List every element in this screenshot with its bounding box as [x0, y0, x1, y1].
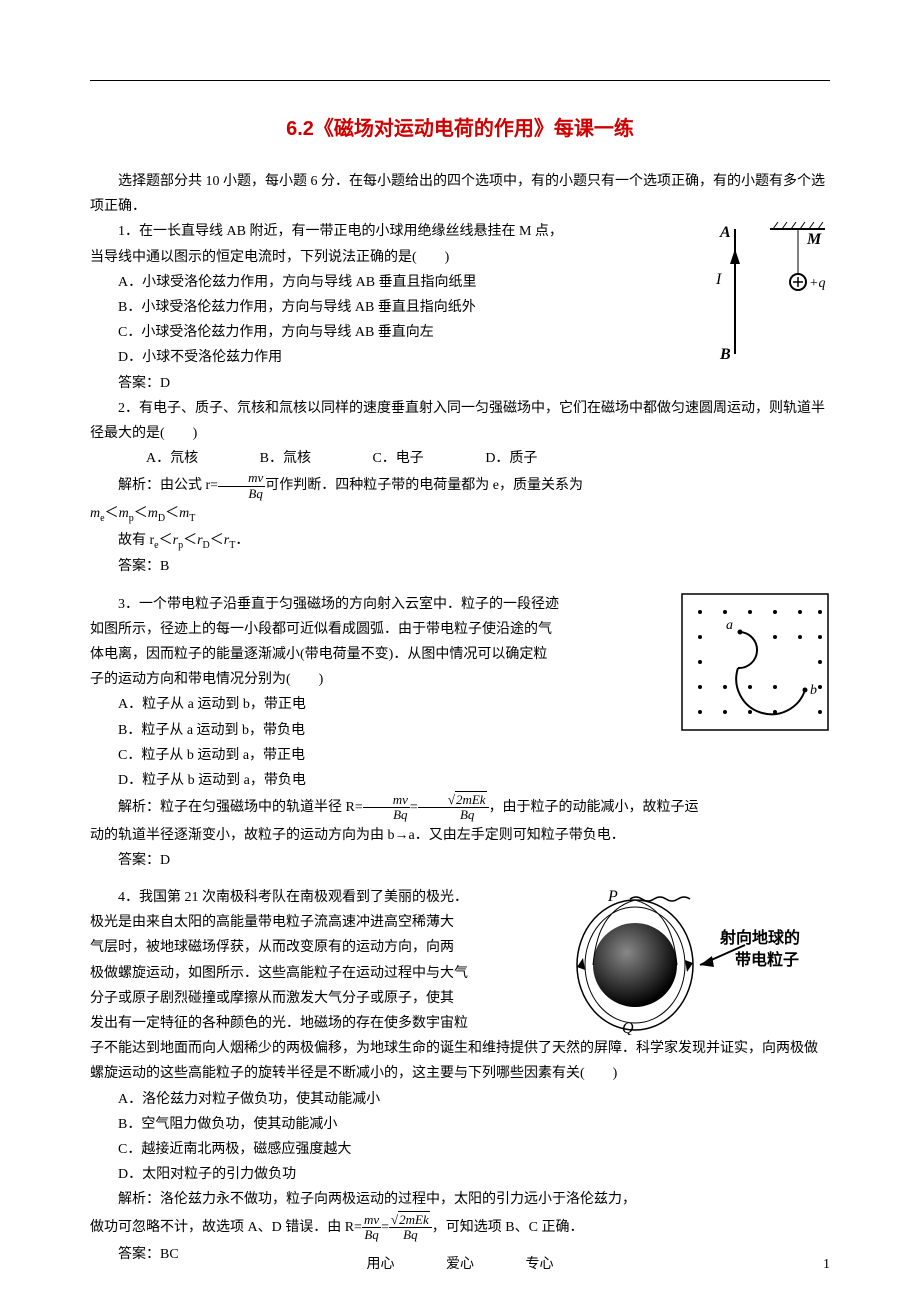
q2-fraction: mvBq [218, 471, 265, 501]
q3-stem2: 如图所示，径迹上的每一小段都可近似看成圆弧．由于带电粒子使沿途的气 [90, 622, 552, 637]
page-number: 1 [823, 1252, 830, 1277]
q3-mid: = [410, 800, 418, 815]
q1-stem-line2: 当导线中通以图示的恒定电流时，下列说法正确的是( ) [90, 250, 449, 265]
q1-option-b: B．小球受洛伦兹力作用，方向与导线 AB 垂直且指向纸外 [90, 295, 702, 320]
q2-option-c: C．电子 [344, 446, 423, 471]
fig1-label-A: A [719, 224, 731, 241]
q3-option-c: C．粒子从 b 运动到 a，带正电 [90, 743, 670, 768]
q3-answer: 答案：D [90, 848, 830, 873]
spacer [90, 873, 830, 885]
footer-words: 用心 爱心 专心 [0, 1252, 920, 1277]
q2-stem: 2．有电子、质子、氘核和氚核以同样的速度垂直射入同一匀强磁场中，它们在磁场中都做… [90, 396, 830, 446]
intro-paragraph: 选择题部分共 10 小题，每小题 6 分．在每小题给出的四个选项中，有的小题只有… [90, 169, 830, 219]
q1-stem: 1．在一长直导线 AB 附近，有一带正电的小球用绝缘丝线悬挂在 M 点， 当导线… [90, 219, 702, 269]
q3-stem: 3．一个带电粒子沿垂直于匀强磁场的方向射入云室中．粒子的一段径迹 如图所示，径迹… [90, 592, 670, 693]
question-3: 3．一个带电粒子沿垂直于匀强磁场的方向射入云室中．粒子的一段径迹 如图所示，径迹… [90, 592, 830, 794]
figure-3: P Q 射向地球的 带电粒子 [570, 885, 830, 1035]
question-1: 1．在一长直导线 AB 附近，有一带正电的小球用绝缘丝线悬挂在 M 点， 当导线… [90, 219, 830, 395]
q3-option-b: B．粒子从 a 运动到 b，带负电 [90, 718, 670, 743]
q4-stem1: 4．我国第 21 次南极科考队在南极观看到了美丽的极光． [118, 890, 468, 905]
question-4-text: 4．我国第 21 次南极科考队在南极观看到了美丽的极光． 极光是由来自太阳的高能… [90, 885, 562, 1036]
figure-1: A B I M +q [710, 219, 830, 369]
fig2-label-b: b [810, 683, 817, 698]
fig2-label-a: a [726, 618, 733, 633]
fig1-label-q: +q [809, 276, 825, 291]
q4-stem5: 分子或原子剧烈碰撞或摩擦从而激发大气分子或原子，使其 [90, 991, 454, 1006]
q3-explanation-1: 解析：粒子在匀强磁场中的轨道半径 R=mvBq=√2mEkBq，由于粒子的动能减… [90, 793, 830, 823]
q3-exp-post: ，由于粒子的动能减小，故粒子运 [489, 800, 699, 815]
q2-exp-post: 可作判断．四种粒子带的电荷量都为 e，质量关系为 [265, 478, 583, 493]
q4-stem3: 气层时，被地球磁场俘获，从而改变原有的运动方向，向两 [90, 940, 454, 955]
fig3-label-P: P [607, 888, 618, 905]
q4-exp-mid: 做功可忽略不计，故选项 A、D 错误．由 R= [90, 1220, 362, 1235]
q3-stem3: 体电离，因而粒子的能量逐渐减小(带电荷量不变)．从图中情况可以确定粒 [90, 647, 547, 662]
q4-stem4: 极做螺旋运动，如图所示．这些高能粒子在运动过程中与大气 [90, 966, 468, 981]
q4-option-a: A．洛伦兹力对粒子做负功，使其动能减小 [90, 1087, 830, 1112]
top-horizontal-rule [90, 80, 830, 81]
fig1-label-B: B [719, 346, 731, 363]
fig1-label-I: I [715, 271, 722, 288]
footer-word-2: 爱心 [446, 1252, 474, 1277]
q2-answer: 答案：B [90, 554, 830, 579]
q4-stem2: 极光是由来自太阳的高能量带电粒子流高速冲进高空稀薄大 [90, 915, 454, 930]
fig3-label1: 射向地球的 [719, 928, 800, 947]
q1-stem-line1: 1．在一长直导线 AB 附近，有一带正电的小球用绝缘丝线悬挂在 M 点， [118, 224, 563, 239]
q4-option-b: B．空气阻力做负功，使其动能减小 [90, 1112, 830, 1137]
page-footer: 用心 爱心 专心 [0, 1252, 920, 1277]
figure-2: a b [680, 592, 830, 732]
q2-options: A．氘核 B．氚核 C．电子 D．质子 [90, 446, 830, 471]
q1-answer: 答案：D [90, 371, 702, 396]
q2-exp-pre: 解析：由公式 r= [118, 478, 218, 493]
q3-option-d: D．粒子从 b 运动到 a，带负电 [90, 768, 670, 793]
footer-word-1: 用心 [367, 1252, 395, 1277]
q3-stem4: 子的运动方向和带电情况分别为( ) [90, 672, 323, 687]
question-1-text: 1．在一长直导线 AB 附近，有一带正电的小球用绝缘丝线悬挂在 M 点， 当导线… [90, 219, 702, 395]
q3-frac1: mvBq [363, 793, 410, 823]
document-page: 6.2《磁场对运动电荷的作用》每课一练 选择题部分共 10 小题，每小题 6 分… [0, 0, 920, 1307]
q4-exp-post: ，可知选项 B、C 正确． [432, 1220, 584, 1235]
q3-option-a: A．粒子从 a 运动到 b，带正电 [90, 692, 670, 717]
document-title: 6.2《磁场对运动电荷的作用》每课一练 [90, 111, 830, 147]
q4-explanation-2: 做功可忽略不计，故选项 A、D 错误．由 R=mvBq=√2mEkBq，可知选项… [90, 1213, 830, 1243]
q1-option-c: C．小球受洛伦兹力作用，方向与导线 AB 垂直向左 [90, 320, 702, 345]
fig3-label2: 带电粒子 [735, 950, 799, 969]
q4-frac2: √2mEkBq [389, 1213, 432, 1243]
q2-option-a: A．氘核 [118, 446, 198, 471]
q2-option-d: D．质子 [457, 446, 537, 471]
footer-word-3: 专心 [526, 1252, 554, 1277]
question-2: 2．有电子、质子、氘核和氚核以同样的速度垂直射入同一匀强磁场中，它们在磁场中都做… [90, 396, 830, 580]
q3-stem1: 3．一个带电粒子沿垂直于匀强磁场的方向射入云室中．粒子的一段径迹 [118, 597, 559, 612]
q4-option-d: D．太阳对粒子的引力做负功 [90, 1162, 830, 1187]
q4-explanation-1: 解析：洛伦兹力永不做功，粒子向两极运动的过程中，太阳的引力远小于洛伦兹力， [90, 1187, 830, 1212]
question-4: 4．我国第 21 次南极科考队在南极观看到了美丽的极光． 极光是由来自太阳的高能… [90, 885, 830, 1036]
q4-stem-rest: 子不能达到地面而向人烟稀少的两极偏移，为地球生命的诞生和维持提供了天然的屏障．科… [90, 1036, 830, 1086]
fig3-label-Q: Q [622, 1020, 634, 1035]
q4-stem-top: 4．我国第 21 次南极科考队在南极观看到了美丽的极光． 极光是由来自太阳的高能… [90, 885, 562, 1036]
q4-mid: = [381, 1220, 389, 1235]
q2-radius-relation: 故有 re＜rp＜rD＜rT． [90, 528, 830, 555]
q2-option-b: B．氚核 [232, 446, 311, 471]
q3-exp-pre: 解析：粒子在匀强磁场中的轨道半径 R= [118, 800, 363, 815]
q4-stem6: 发出有一定特征的各种颜色的光．地磁场的存在使多数宇宙粒 [90, 1016, 468, 1031]
q1-option-d: D．小球不受洛伦兹力作用 [90, 345, 702, 370]
q2-explanation-1: 解析：由公式 r=mvBq可作判断．四种粒子带的电荷量都为 e，质量关系为 [90, 471, 830, 501]
question-3-text: 3．一个带电粒子沿垂直于匀强磁场的方向射入云室中．粒子的一段径迹 如图所示，径迹… [90, 592, 670, 794]
q2-mass-relation: me＜mp＜mD＜mT [90, 501, 830, 528]
q4-option-c: C．越接近南北两极，磁感应强度越大 [90, 1137, 830, 1162]
spacer [90, 580, 830, 592]
q3-frac2: √2mEkBq [418, 793, 489, 823]
fig1-label-M: M [806, 231, 822, 248]
q1-option-a: A．小球受洛伦兹力作用，方向与导线 AB 垂直且指向纸里 [90, 270, 702, 295]
q4-frac1: mvBq [362, 1213, 381, 1243]
q3-explanation-2: 动的轨道半径逐渐变小，故粒子的运动方向为由 b→a．又由左手定则可知粒子带负电． [90, 823, 830, 848]
